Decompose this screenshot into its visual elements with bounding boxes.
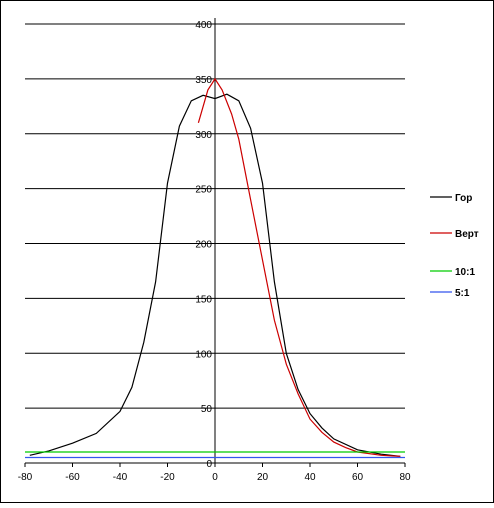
y-tick-label: 350 — [195, 75, 212, 86]
y-tick-label: 100 — [195, 349, 212, 360]
y-tick-label: 200 — [195, 240, 212, 251]
legend-layer: Гор Верт 10:1 5:1 — [430, 193, 479, 299]
legend-label: Гор — [455, 193, 472, 204]
x-tick-label: 60 — [352, 472, 364, 483]
x-tick-label: 80 — [399, 472, 411, 483]
y-tick-label: 0 — [206, 459, 212, 470]
legend-label: Верт — [455, 229, 479, 240]
legend-label: 10:1 — [455, 267, 475, 278]
x-tick-label: 40 — [304, 472, 316, 483]
x-tick-label: -80 — [18, 472, 33, 483]
series-line — [197, 77, 401, 457]
y-tick-label: 250 — [195, 185, 212, 196]
axis-layer: 0 50 100 150 200 250 300 350 400 -80 -60 -40 -20 0 20 4… — [18, 18, 411, 483]
x-tick-label: -40 — [113, 472, 128, 483]
y-tick-label: 300 — [195, 130, 212, 141]
series-line — [29, 93, 401, 457]
legend-label: 5:1 — [455, 288, 470, 299]
y-tick-label: 400 — [195, 20, 212, 31]
series-layer — [25, 77, 405, 459]
y-tick-label: 150 — [195, 294, 212, 305]
y-tick-label: 50 — [201, 404, 213, 415]
x-tick-label: -20 — [160, 472, 175, 483]
x-tick-label: 0 — [212, 472, 218, 483]
x-tick-label: -60 — [65, 472, 80, 483]
x-tick-label: 20 — [257, 472, 269, 483]
